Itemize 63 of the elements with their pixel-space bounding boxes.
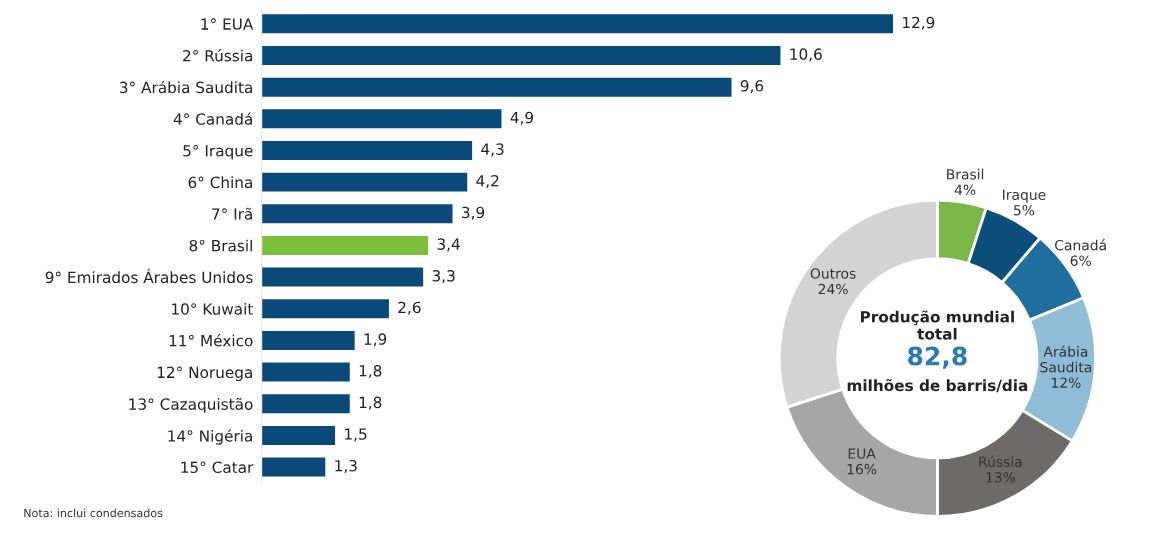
- data-label: 6%: [1070, 255, 1091, 266]
- y-tick-label: 12° Noruega: [157, 366, 252, 382]
- data-label: 9,6: [740, 80, 764, 94]
- bar: [261, 425, 336, 445]
- slice-label: Iraque: [1003, 189, 1046, 203]
- y-tick-label: 11° México: [169, 334, 253, 347]
- y-tick-label: 14° Nigéria: [168, 429, 252, 445]
- bar: [261, 457, 326, 477]
- y-tick-label: 8° Brasil: [189, 239, 252, 252]
- annotation: Produção mundial total: [860, 310, 1014, 340]
- data-label: 2,6: [398, 301, 421, 315]
- y-tick-label: 1° EUA: [201, 18, 254, 30]
- y-tick-label: 4° Canadá: [173, 112, 252, 125]
- bar: [261, 204, 453, 224]
- data-label: 5%: [1013, 205, 1035, 216]
- text: 82,8: [908, 346, 967, 369]
- data-label: 1,8: [359, 364, 382, 379]
- data-label: 12,9: [903, 16, 935, 30]
- slice-label: Canadá: [1055, 239, 1106, 251]
- bar: [261, 172, 468, 192]
- bar: [261, 77, 732, 97]
- data-label: 10,6: [790, 48, 822, 62]
- data-label: 4,9: [510, 111, 534, 125]
- data-label: 1,5: [345, 428, 367, 442]
- y-tick-label: 9° Emirados Árabes Unidos: [45, 268, 253, 284]
- data-label: 4,3: [481, 143, 504, 157]
- y-tick-label: 15° Catar: [181, 461, 254, 474]
- text: Nota: inclui condensados: [24, 508, 163, 518]
- bar: [261, 14, 894, 34]
- data-label: 3,4: [437, 238, 460, 252]
- data-label: 3,9: [462, 206, 485, 220]
- bar: [261, 299, 389, 319]
- slice-label: Arábia Saudita: [1040, 345, 1092, 373]
- data-label: 12%: [1051, 377, 1081, 388]
- data-label: 1,9: [364, 333, 387, 347]
- data-label: 16%: [847, 463, 877, 475]
- slice-label: EUA: [848, 448, 876, 459]
- data-label: 24%: [818, 283, 848, 295]
- bar: [261, 267, 424, 287]
- y-tick-label: 2° Rússia: [183, 49, 252, 62]
- bar: [261, 362, 350, 382]
- y-tick-label: 5° Iraque: [183, 144, 253, 160]
- bar: [261, 394, 350, 414]
- data-label: 4%: [954, 184, 976, 196]
- y-tick-label: 3° Arábia Saudita: [120, 80, 252, 94]
- data-label: 1,3: [335, 459, 357, 474]
- data-label: 13%: [986, 472, 1016, 483]
- data-label: 4,2: [476, 175, 499, 189]
- bar: [261, 45, 781, 65]
- bar: [261, 109, 502, 129]
- slice-label: Rússia: [979, 455, 1022, 467]
- slice-label: Outros: [810, 268, 856, 279]
- bar: [261, 235, 429, 255]
- data-label: 3,3: [432, 269, 455, 284]
- y-tick-label: 6° China: [188, 176, 252, 189]
- y-tick-label: 10° Kuwait: [172, 302, 253, 315]
- data-label: 1,8: [359, 396, 382, 410]
- bar: [261, 140, 473, 160]
- annotation: milhões de barris/dia: [847, 379, 1028, 393]
- y-tick-label: 7° Irã: [212, 207, 252, 220]
- bar: [261, 330, 355, 350]
- slice-label: Brasil: [947, 168, 984, 180]
- y-tick-label: 13° Cazaquistão: [129, 397, 253, 413]
